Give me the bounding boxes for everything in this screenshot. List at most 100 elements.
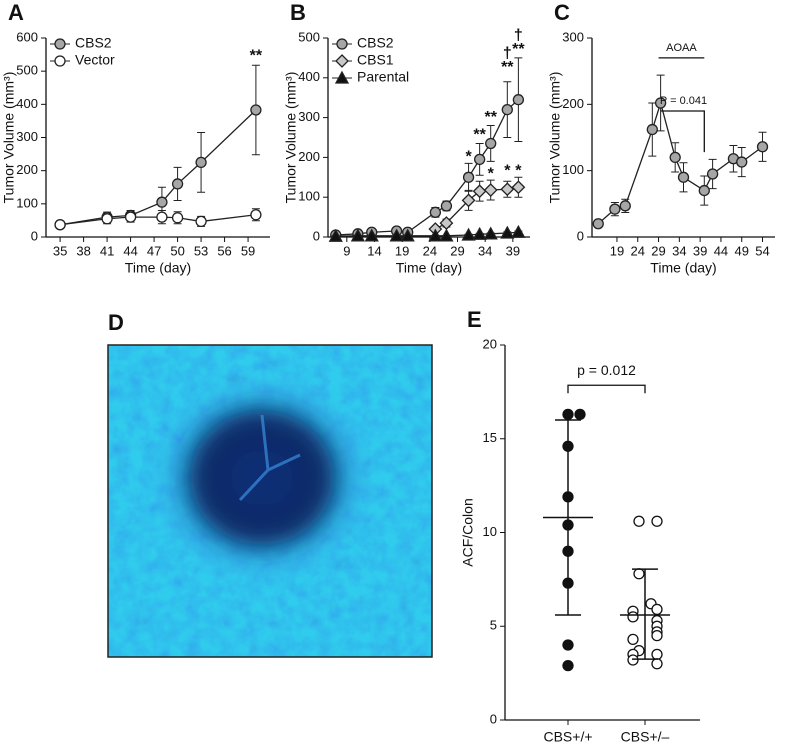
y-tick-label: 0 <box>313 228 320 243</box>
data-point <box>400 228 415 242</box>
y-tick-label: 200 <box>562 96 584 111</box>
data-point <box>500 225 515 239</box>
panel-label: C <box>554 0 570 25</box>
data-point <box>562 408 574 421</box>
data-point <box>706 168 719 180</box>
annotation: ** <box>250 47 263 64</box>
x-tick-label: 35 <box>53 243 67 258</box>
annotation: ** <box>512 41 525 58</box>
data-point <box>619 200 631 212</box>
annotation: AOAA <box>666 42 697 54</box>
y-tick-label: 400 <box>298 69 320 84</box>
data-point <box>195 156 207 169</box>
y-tick-label: 100 <box>298 189 320 204</box>
x-tick-label: 44 <box>123 243 137 258</box>
x-tick-label: 34 <box>478 243 492 258</box>
data-point <box>461 193 476 208</box>
data-point <box>627 654 639 666</box>
legend-label: Vector <box>75 52 115 68</box>
y-tick-label: 0 <box>31 228 38 243</box>
legend-marker <box>335 54 349 68</box>
data-point <box>669 151 681 164</box>
data-point <box>328 228 343 242</box>
data-point <box>350 228 365 242</box>
data-point <box>651 603 663 616</box>
panel-d-image: D <box>107 310 433 658</box>
data-point <box>633 568 645 580</box>
data-point <box>651 658 663 670</box>
y-tick-label: 300 <box>16 129 38 144</box>
data-point <box>483 183 498 197</box>
data-point <box>472 184 487 199</box>
data-point <box>461 227 476 241</box>
x-tick-label: 54 <box>755 243 769 258</box>
y-tick-label: 20 <box>483 336 497 351</box>
legend-label: Parental <box>357 69 409 85</box>
x-tick-label: 14 <box>367 243 381 258</box>
y-tick-label: 300 <box>562 29 584 44</box>
x-axis-label: Time (day) <box>650 260 716 276</box>
data-point <box>609 203 621 215</box>
data-point <box>472 226 487 240</box>
p-bracket <box>567 384 646 394</box>
annotation: P = 0.041 <box>660 95 707 107</box>
data-point <box>171 178 184 190</box>
data-point <box>633 515 645 527</box>
x-tick-label: 44 <box>714 243 728 258</box>
x-axis-label: Time (day) <box>125 260 191 276</box>
data-point <box>511 224 526 238</box>
data-point <box>156 196 168 208</box>
x-tick-label: 59 <box>241 243 255 258</box>
y-tick-label: 0 <box>490 711 497 726</box>
x-tick-label: CBS+/+ <box>543 729 592 745</box>
x-tick-label: 29 <box>450 243 464 258</box>
data-point <box>101 213 113 225</box>
panel-label: E <box>467 307 482 332</box>
x-tick-label: 34 <box>672 243 686 258</box>
data-point <box>756 141 769 153</box>
annotation: ** <box>501 59 514 76</box>
data-point <box>428 228 443 242</box>
data-point <box>651 515 663 527</box>
data-point <box>483 226 498 240</box>
data-point <box>562 639 574 651</box>
y-tick-label: 400 <box>16 96 38 111</box>
data-point <box>250 209 262 221</box>
y-tick-label: 600 <box>16 29 38 44</box>
data-point <box>698 184 710 197</box>
p-bracket <box>660 110 705 153</box>
data-point <box>574 408 586 421</box>
y-tick-label: 5 <box>490 618 497 633</box>
data-point <box>54 219 66 231</box>
annotation: * <box>465 149 472 166</box>
y-tick-label: 10 <box>483 524 497 539</box>
data-point <box>440 200 453 212</box>
annotation: p = 0.012 <box>577 362 636 378</box>
data-point <box>250 104 262 116</box>
data-point <box>627 611 639 623</box>
data-point <box>389 228 404 242</box>
data-point <box>646 123 658 136</box>
panel-label: B <box>290 0 306 25</box>
data-point <box>485 137 497 150</box>
x-tick-label: 47 <box>147 243 161 258</box>
data-point <box>512 94 525 106</box>
annotation: † <box>503 45 512 62</box>
data-point <box>562 659 574 672</box>
annotation: ** <box>484 109 497 126</box>
x-tick-label: 9 <box>343 243 350 258</box>
data-point <box>364 228 379 242</box>
x-tick-label: 29 <box>651 243 665 258</box>
x-tick-label: 53 <box>194 243 208 258</box>
data-point <box>473 153 486 166</box>
legend-marker <box>54 55 66 67</box>
data-point <box>511 180 526 195</box>
annotation: * <box>515 163 522 180</box>
data-point <box>500 182 515 197</box>
annotation: † <box>514 27 523 44</box>
x-tick-label: 24 <box>631 243 645 258</box>
x-tick-label: 56 <box>217 243 231 258</box>
legend-marker <box>54 38 66 50</box>
x-tick-label: CBS+/– <box>621 729 670 745</box>
